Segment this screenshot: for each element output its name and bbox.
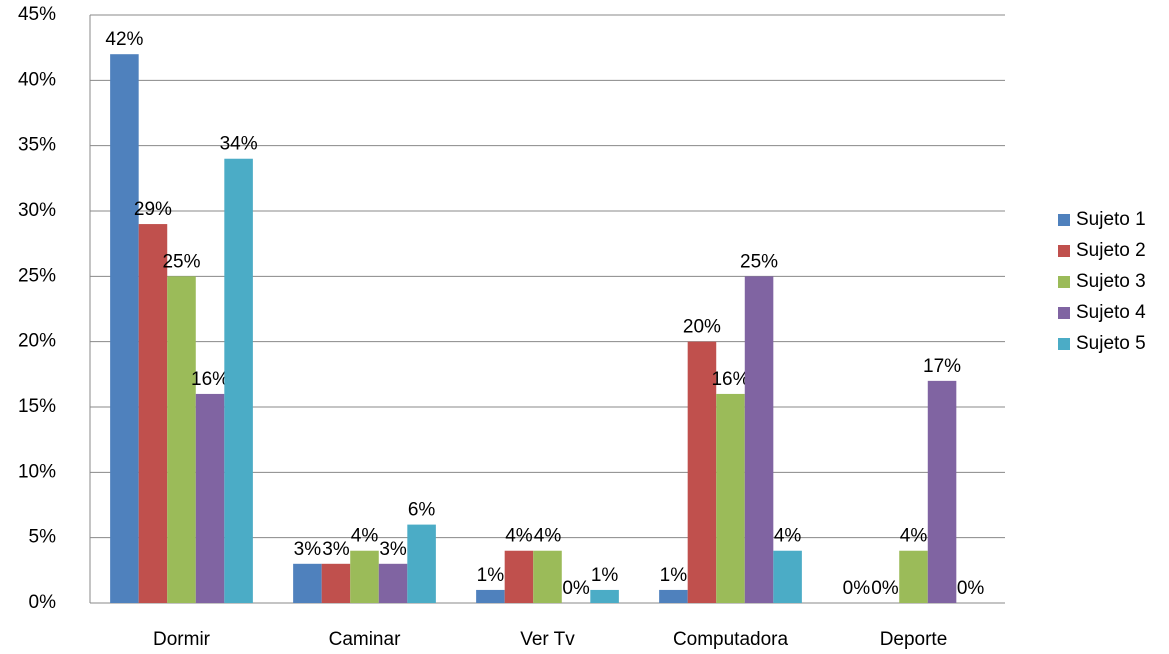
data-label: 4% xyxy=(774,526,802,547)
data-label: 0% xyxy=(957,578,985,599)
y-tick-label: 10% xyxy=(18,461,56,482)
y-tick-label: 45% xyxy=(18,4,56,25)
y-tick-label: 0% xyxy=(29,592,57,613)
bar xyxy=(590,589,619,603)
y-tick-label: 15% xyxy=(18,396,56,417)
legend-swatch xyxy=(1058,245,1070,257)
y-tick-label: 30% xyxy=(18,200,56,221)
data-label: 1% xyxy=(591,565,619,586)
bar xyxy=(899,550,928,603)
bar xyxy=(659,589,688,603)
data-label: 4% xyxy=(351,526,379,547)
x-tick-label: Ver Tv xyxy=(520,629,575,650)
data-label: 4% xyxy=(900,526,928,547)
data-label: 1% xyxy=(660,565,688,586)
bar xyxy=(224,158,253,603)
bar xyxy=(167,276,196,603)
x-tick-label: Deporte xyxy=(880,629,948,650)
legend-swatch xyxy=(1058,307,1070,319)
legend-swatch xyxy=(1058,214,1070,226)
data-label: 1% xyxy=(477,565,505,586)
bar xyxy=(504,550,534,603)
y-tick-label: 40% xyxy=(18,69,56,90)
bar xyxy=(321,563,351,603)
bar xyxy=(195,393,225,603)
bar xyxy=(138,224,168,604)
data-label: 0% xyxy=(562,578,590,599)
y-tick-label: 5% xyxy=(29,527,57,548)
y-tick-label: 25% xyxy=(18,265,56,286)
bar xyxy=(110,54,139,603)
bar xyxy=(407,524,436,603)
data-label: 16% xyxy=(191,369,229,390)
legend-label: Sujeto 1 xyxy=(1076,209,1146,230)
bar xyxy=(716,393,745,603)
legend-label: Sujeto 5 xyxy=(1076,333,1146,354)
bar xyxy=(293,563,322,603)
data-label: 16% xyxy=(711,369,749,390)
bar xyxy=(378,563,408,603)
bar xyxy=(476,589,505,603)
legend-swatch xyxy=(1058,276,1070,288)
data-label: 3% xyxy=(294,539,322,560)
legend-label: Sujeto 2 xyxy=(1076,240,1146,261)
data-label: 17% xyxy=(923,356,961,377)
legend-swatch xyxy=(1058,338,1070,350)
bar xyxy=(927,380,957,603)
bar xyxy=(533,550,562,603)
legend-label: Sujeto 4 xyxy=(1076,302,1146,323)
bar xyxy=(744,276,774,603)
data-label: 3% xyxy=(379,539,407,560)
data-label: 4% xyxy=(534,526,562,547)
x-tick-label: Computadora xyxy=(673,629,789,650)
legend-label: Sujeto 3 xyxy=(1076,271,1146,292)
data-label: 3% xyxy=(322,539,350,560)
data-label: 29% xyxy=(134,199,172,220)
data-label: 6% xyxy=(408,500,436,521)
data-label: 4% xyxy=(505,526,533,547)
data-label: 42% xyxy=(105,29,143,50)
data-label: 20% xyxy=(683,317,721,338)
bar xyxy=(773,550,802,603)
y-tick-label: 35% xyxy=(18,135,56,156)
x-tick-label: Caminar xyxy=(329,629,401,650)
y-tick-label: 20% xyxy=(18,331,56,352)
data-label: 0% xyxy=(871,578,899,599)
data-label: 34% xyxy=(220,134,258,155)
bar xyxy=(687,341,717,603)
data-label: 25% xyxy=(740,251,778,272)
data-label: 0% xyxy=(843,578,871,599)
data-label: 25% xyxy=(162,251,200,272)
bar xyxy=(350,550,379,603)
x-tick-label: Dormir xyxy=(153,629,211,650)
